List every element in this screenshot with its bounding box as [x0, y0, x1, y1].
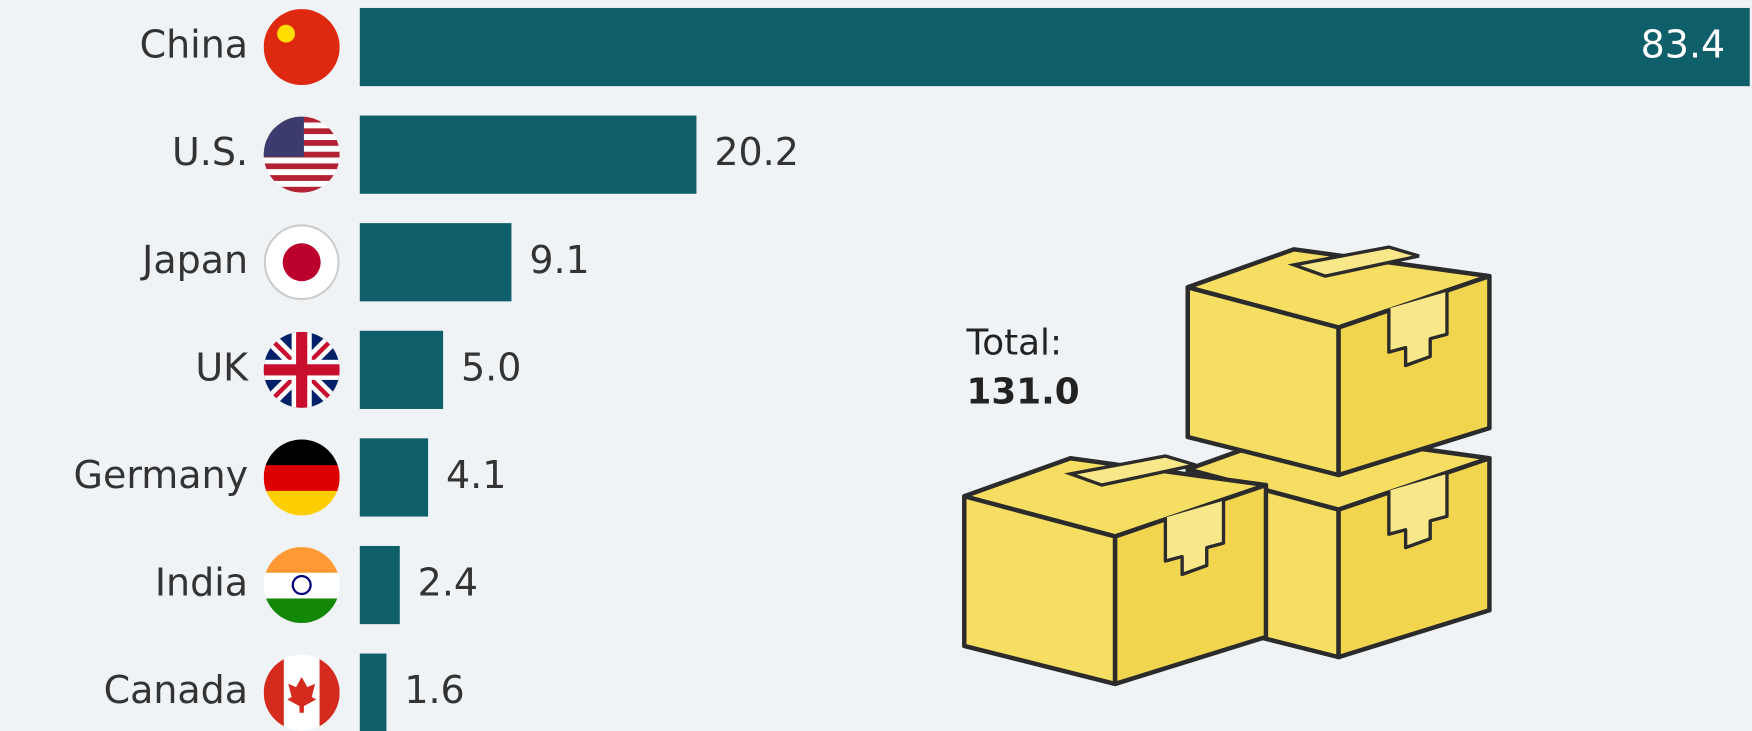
bar — [359, 653, 387, 731]
flag-part — [263, 175, 340, 181]
bar — [359, 438, 429, 517]
value-label: 4.1 — [446, 453, 506, 497]
flag-icon — [263, 547, 340, 624]
flag-part — [282, 243, 321, 282]
value-label: 83.4 — [1641, 23, 1726, 67]
flag-part — [263, 186, 340, 193]
flag-icon — [263, 224, 340, 301]
value-label: 1.6 — [404, 668, 464, 712]
category-label: UK — [195, 345, 249, 389]
total-value: 131.0 — [967, 371, 1080, 412]
bar — [359, 330, 444, 409]
category-label: India — [155, 561, 248, 605]
bar — [359, 545, 400, 625]
flag-part — [263, 180, 340, 187]
flag-part — [263, 224, 340, 301]
category-label: Japan — [140, 238, 248, 282]
flag-part — [277, 24, 295, 43]
bar — [359, 115, 697, 194]
flag-icon — [263, 9, 340, 86]
category-label: China — [140, 23, 248, 67]
flag-icon — [263, 654, 340, 731]
bar — [359, 223, 512, 302]
flag-part — [263, 169, 340, 176]
value-label: 2.4 — [418, 561, 478, 605]
flag-part — [291, 575, 312, 596]
flag-icon — [263, 331, 340, 408]
value-label: 5.0 — [461, 345, 521, 389]
bar — [359, 7, 1750, 87]
value-label: 9.1 — [529, 238, 589, 282]
category-label: U.S. — [172, 130, 248, 174]
value-label: 20.2 — [714, 130, 799, 174]
flag-part — [263, 9, 340, 86]
flag-part — [296, 331, 308, 408]
flag-part — [263, 157, 340, 164]
flag-icon — [263, 116, 340, 193]
category-label: Germany — [74, 453, 249, 497]
total-label: Total: — [966, 322, 1063, 363]
flag-part — [287, 677, 317, 713]
flag-part — [263, 163, 340, 170]
category-label: Canada — [104, 668, 248, 712]
flag-part — [263, 465, 340, 492]
